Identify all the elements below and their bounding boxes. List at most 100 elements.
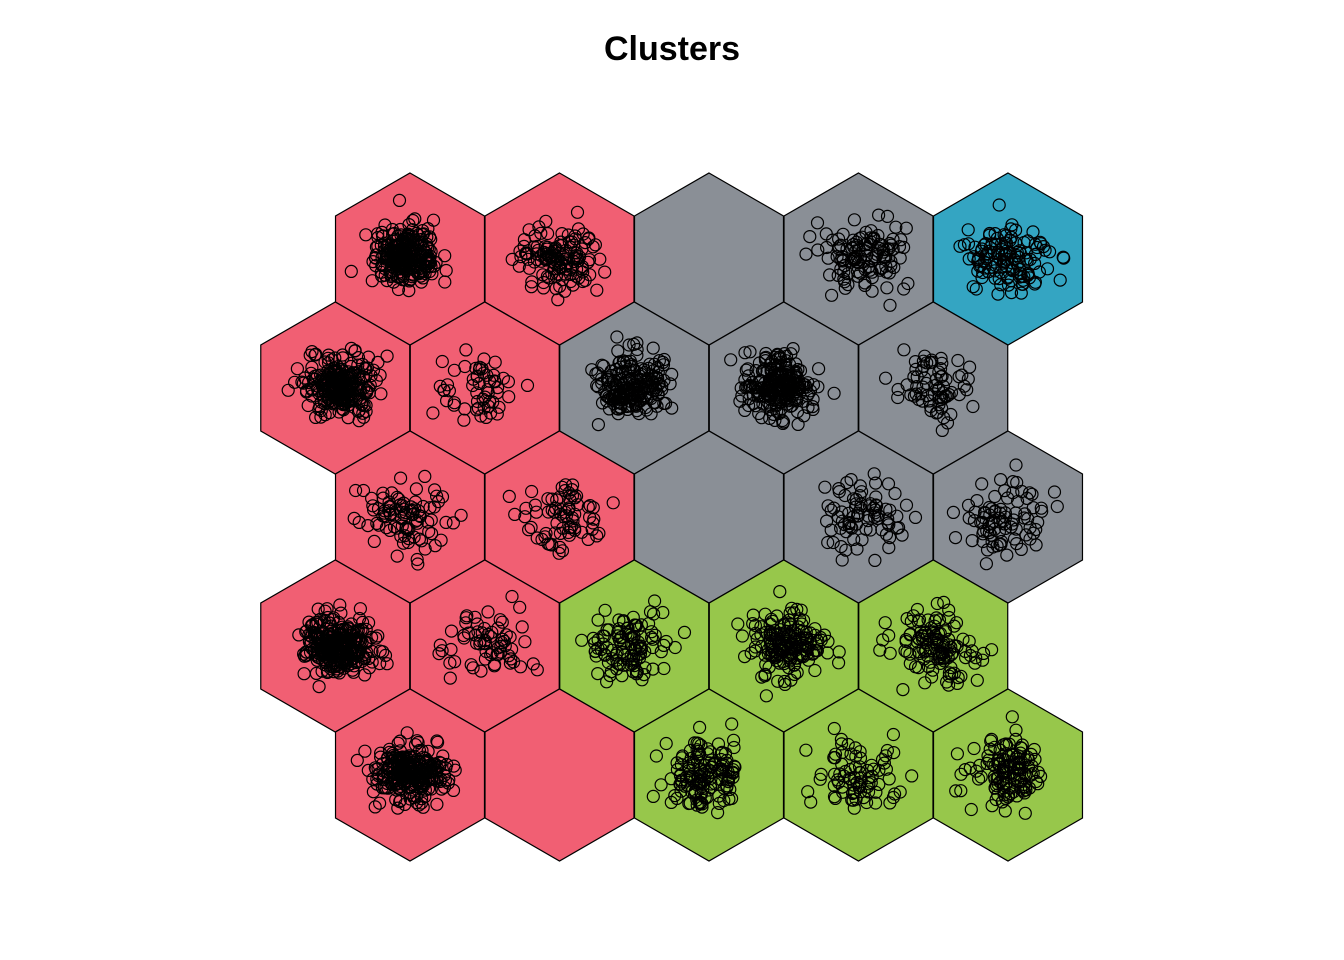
data-point [443,656,457,670]
data-point [437,780,451,794]
data-point [964,802,978,817]
data-point [522,223,536,237]
data-point [741,362,755,376]
data-point [424,232,438,246]
data-point [373,796,387,810]
data-point [746,616,760,631]
data-point [545,492,559,506]
data-point [1056,250,1070,264]
data-point [1023,532,1037,546]
data-point [994,237,1009,251]
data-point [771,636,786,651]
data-point [376,773,390,787]
data-point [819,240,834,255]
data-point [988,264,1002,278]
data-point [524,280,539,294]
data-point [926,625,940,639]
data-point [517,239,531,253]
data-point [656,358,671,372]
data-point [442,773,456,787]
data-point [377,506,391,520]
data-point [298,371,312,385]
data-point [771,348,785,362]
data-point [380,657,394,671]
data-point [359,228,373,242]
data-point [375,269,389,283]
data-point [791,362,805,377]
data-point [478,390,492,404]
data-point [940,416,955,430]
data-point [570,205,585,219]
data-point [302,615,316,629]
data-point [991,287,1005,301]
data-point [520,378,535,392]
data-point [464,658,478,672]
data-point [837,769,851,783]
data-point [958,644,972,659]
data-point [869,785,883,799]
data-point [576,274,590,289]
data-point [654,778,668,792]
data-point [487,374,502,388]
data-point [644,630,659,645]
data-point [499,628,513,642]
data-point [627,394,642,408]
data-point [410,552,424,567]
data-point [862,771,876,785]
data-point [621,621,635,635]
data-point [808,663,822,678]
data-point [949,616,964,630]
data-point [314,410,328,424]
data-point [995,795,1009,809]
data-point [401,762,415,776]
data-point [838,488,852,503]
data-point [835,514,850,528]
data-point [383,265,397,279]
data-point [908,510,923,525]
data-point [333,598,347,612]
data-point [521,523,536,537]
data-point [810,216,825,230]
data-point [634,630,649,644]
data-point [353,394,367,408]
cell-points-r2-c1 [281,341,394,428]
data-point [1009,723,1023,737]
data-point [778,677,792,692]
data-point [726,733,741,747]
data-point [610,330,624,344]
data-point [844,747,858,761]
data-point [980,756,994,771]
data-point [581,532,595,547]
cell-points-r4-c5 [873,595,999,697]
data-point [871,208,886,222]
data-point [610,646,624,660]
data-point [999,229,1013,243]
cell-points-r4-c2 [432,589,544,685]
data-point [368,251,382,265]
data-point [502,390,516,404]
data-point [552,546,566,560]
data-point [657,661,671,676]
data-point [950,676,964,691]
data-point [479,644,493,659]
data-point [694,738,708,752]
data-point [916,354,931,368]
data-point [746,608,760,622]
data-point [1040,262,1055,276]
data-point [910,380,924,394]
data-point [374,746,388,760]
data-point [454,508,468,522]
data-point [596,359,611,373]
data-point [589,649,603,663]
data-point [897,282,911,296]
data-point [768,413,782,427]
data-point [992,198,1006,212]
data-point [934,401,949,415]
data-point [803,230,817,244]
data-point [434,772,448,787]
data-point [792,376,807,390]
data-point [588,644,602,659]
data-point [641,617,656,631]
data-point [383,523,397,538]
data-point [484,648,498,662]
